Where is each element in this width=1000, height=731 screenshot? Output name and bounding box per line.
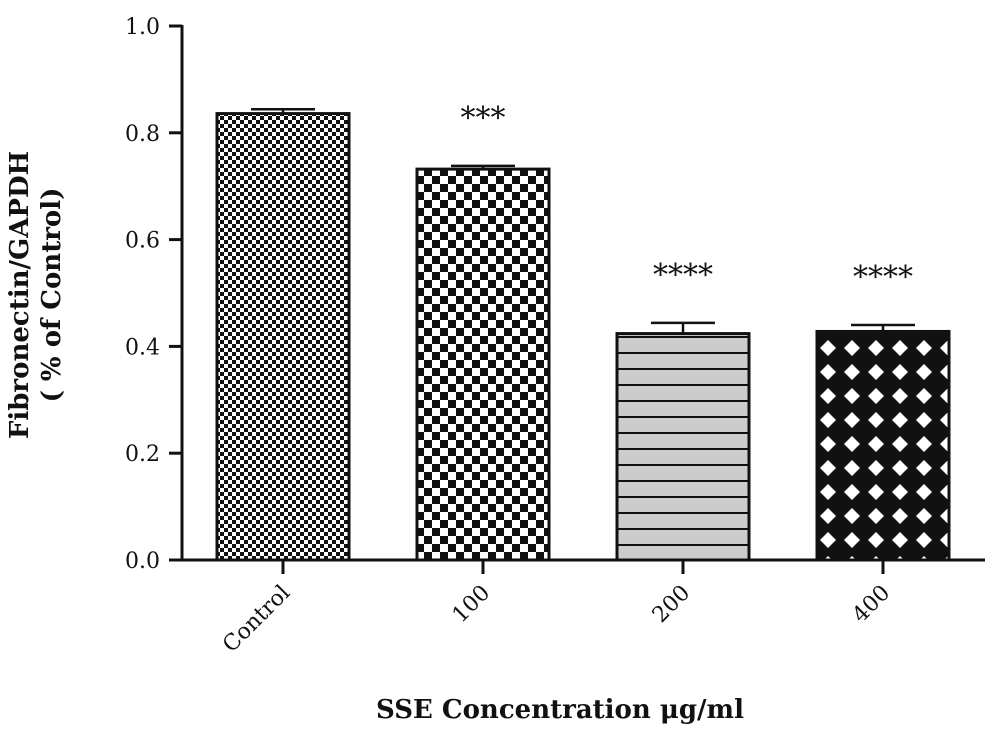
x-tick-label: 200	[648, 581, 695, 628]
axes	[180, 25, 985, 562]
y-axis-title-line-1: Fibronectin/GAPDH	[5, 151, 35, 439]
x-axis-title: SSE Concentration μg/ml	[376, 695, 744, 725]
y-tick-label: 1.0	[125, 15, 160, 40]
bar-100	[415, 167, 551, 562]
y-tick-label: 0.8	[125, 122, 160, 147]
bar-control	[215, 112, 351, 562]
y-tick-label: 0.2	[125, 442, 160, 467]
bars-layer	[215, 112, 951, 562]
significance-layer: ******* ****	[461, 101, 914, 295]
significance-marker: ***	[461, 101, 506, 136]
significance-marker: ****	[853, 260, 913, 295]
error-bars-layer	[251, 108, 915, 334]
significance-marker: ****	[653, 258, 713, 293]
x-tick-label: 100	[448, 581, 495, 628]
y-axis-title-line-2: ( % of Control)	[37, 188, 67, 403]
y-tick-label: 0.6	[125, 229, 160, 254]
x-ticks: Control 100 200 400	[218, 560, 895, 658]
y-ticks: 0.0 0.2 0.4 0.6 0.8 1.0	[125, 15, 182, 574]
y-tick-label: 0.4	[125, 335, 160, 360]
x-tick-label: 400	[848, 581, 895, 628]
x-tick-label: Control	[218, 581, 295, 658]
y-tick-label: 0.0	[125, 549, 160, 574]
bar-200	[615, 332, 751, 562]
bar-400	[815, 329, 951, 562]
y-axis-title: Fibronectin/GAPDH ( % of Control)	[5, 151, 67, 439]
